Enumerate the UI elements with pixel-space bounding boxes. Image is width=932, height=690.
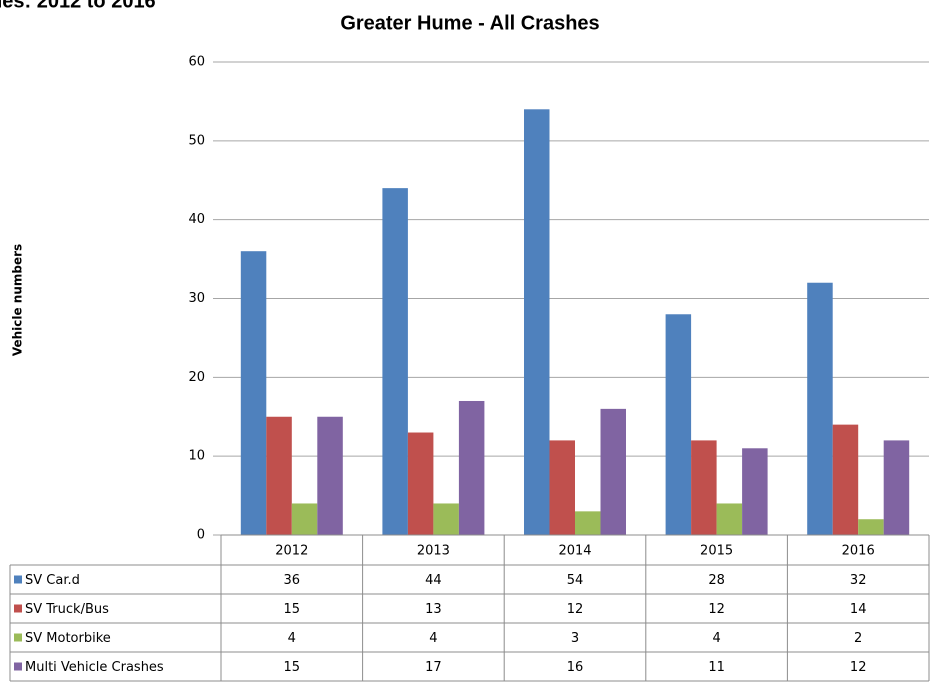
bar — [883, 440, 910, 535]
y-tick-label: 40 — [188, 212, 205, 227]
table-value: 15 — [284, 660, 301, 675]
bar — [600, 408, 626, 535]
bar — [458, 400, 485, 535]
x-tick-label: 2014 — [558, 544, 591, 559]
legend-label: SV Car.d — [25, 573, 80, 588]
y-tick-label: 10 — [188, 449, 205, 464]
y-tick-label: 20 — [188, 370, 205, 385]
legend-swatch — [14, 662, 22, 671]
table-value: 4 — [429, 631, 437, 646]
table-value: 4 — [288, 631, 296, 646]
y-tick-label: 50 — [188, 133, 205, 148]
table-value: 36 — [284, 573, 301, 588]
table-value: 17 — [425, 660, 442, 675]
page-heading: rashes: 2012 to 2016 — [0, 0, 156, 12]
bar — [317, 416, 343, 535]
bar — [575, 511, 601, 535]
bar — [382, 188, 408, 535]
table-value: 44 — [425, 573, 442, 588]
table-value: 32 — [850, 573, 867, 588]
bar — [433, 503, 459, 535]
legend-swatch — [14, 633, 22, 642]
legend-label: SV Motorbike — [25, 631, 111, 646]
bar — [807, 282, 833, 535]
table-value: 13 — [425, 602, 442, 617]
bar — [524, 109, 550, 536]
bar — [665, 314, 692, 535]
x-tick-label: 2013 — [417, 544, 450, 559]
table-value: 28 — [708, 573, 725, 588]
x-tick-label: 2012 — [275, 544, 308, 559]
legend-swatch — [14, 604, 22, 613]
legend-label: SV Truck/Bus — [25, 602, 109, 617]
bar — [240, 251, 267, 535]
table-value: 16 — [567, 660, 584, 675]
bar — [549, 440, 575, 535]
x-tick-label: 2015 — [700, 544, 733, 559]
table-value: 12 — [850, 660, 867, 675]
table-value: 54 — [567, 573, 584, 588]
bar — [691, 440, 717, 535]
chart-title: Greater Hume - All Crashes — [340, 12, 599, 34]
y-axis-label: Vehicle numbers — [11, 244, 25, 356]
bar — [742, 448, 768, 535]
table-value: 15 — [284, 602, 301, 617]
bar — [832, 424, 859, 535]
table-value: 4 — [712, 631, 720, 646]
table-value: 12 — [567, 602, 584, 617]
table-value: 11 — [708, 660, 725, 675]
x-tick-label: 2016 — [842, 544, 875, 559]
y-tick-label: 30 — [188, 291, 205, 306]
y-tick-label: 60 — [188, 55, 205, 70]
bar — [716, 503, 743, 535]
bar — [858, 519, 884, 535]
y-tick-label: 0 — [197, 528, 205, 543]
table-value: 2 — [854, 631, 862, 646]
legend-swatch — [14, 575, 22, 584]
table-value: 12 — [708, 602, 725, 617]
bar — [291, 503, 318, 535]
legend-label: Multi Vehicle Crashes — [25, 660, 164, 675]
table-value: 14 — [850, 602, 867, 617]
table-value: 3 — [571, 631, 579, 646]
bar — [266, 416, 292, 535]
bar — [407, 432, 434, 535]
